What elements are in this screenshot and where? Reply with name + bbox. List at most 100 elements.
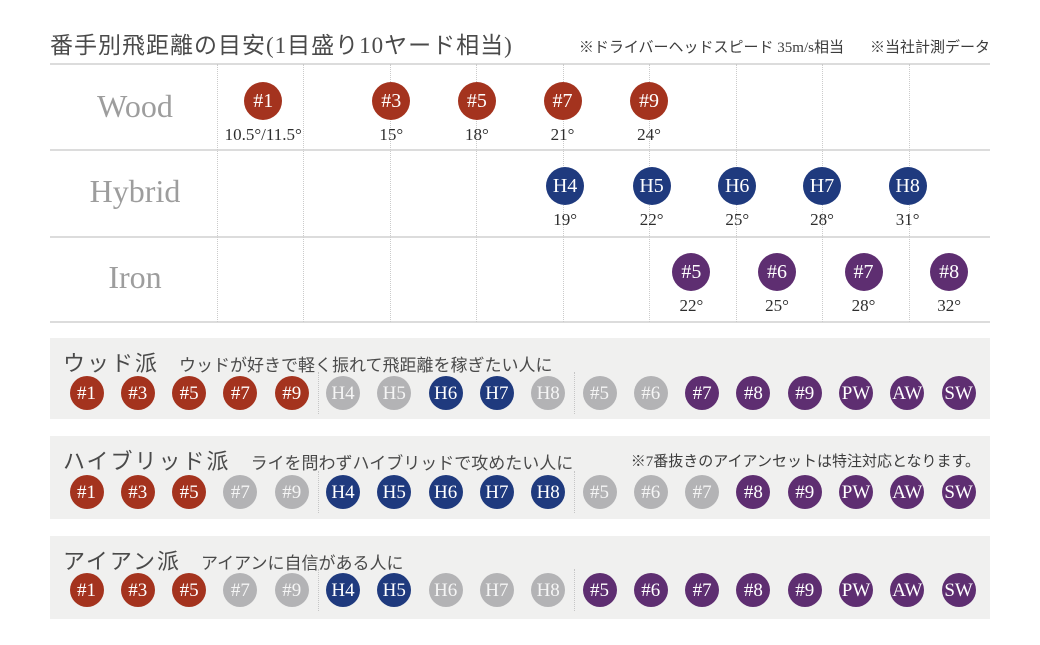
club-circle: H8 bbox=[888, 167, 927, 205]
club-circle: SW bbox=[941, 573, 976, 607]
loft-label: 22° bbox=[639, 210, 664, 229]
row-divider bbox=[50, 149, 990, 151]
loft-label: 19° bbox=[553, 210, 577, 229]
club-circle: #1 bbox=[69, 376, 104, 410]
club-circle: #3 bbox=[120, 573, 155, 607]
club-circle: H5 bbox=[377, 475, 412, 509]
section-heading: ウッド派 bbox=[63, 351, 160, 376]
club-circle: H7 bbox=[803, 167, 841, 205]
loft-label: 28° bbox=[851, 296, 876, 315]
section-subtitle: アイアンに自信がある人に bbox=[201, 554, 404, 573]
row-label-hybrid: Hybrid bbox=[89, 173, 181, 209]
club-circle: PW bbox=[839, 376, 873, 410]
club-circle: H8 bbox=[531, 475, 566, 509]
section-subtitle: ライを問わずハイブリッドで攻めたい人に bbox=[250, 454, 574, 473]
custom-order-note: ※7番抜きのアイアンセットは特注対応となります。 bbox=[630, 454, 980, 470]
club-circle: PW bbox=[839, 475, 873, 509]
club-circle: #9 bbox=[274, 376, 309, 410]
club-circle: H4 bbox=[326, 573, 360, 607]
loft-label: 28° bbox=[810, 210, 834, 229]
club-circle: #5 bbox=[172, 475, 207, 509]
group-separator bbox=[317, 471, 319, 513]
section-hybrid-type: ハイブリッド派 ライを問わずハイブリッドで攻めたい人に ※7番抜きのアイアンセッ… bbox=[50, 436, 990, 519]
club-circle: AW bbox=[890, 573, 925, 607]
club-circle: #5 bbox=[582, 573, 617, 607]
club-circle: #8 bbox=[930, 253, 969, 291]
gridline bbox=[389, 64, 391, 322]
club-circle: H8 bbox=[531, 573, 566, 607]
loft-label: 22° bbox=[679, 296, 704, 315]
loft-label: 24° bbox=[637, 125, 661, 144]
club-circle: #9 bbox=[274, 475, 309, 509]
loft-label: 31° bbox=[895, 210, 920, 229]
club-circle: #7 bbox=[223, 573, 258, 607]
header-notes: ※ドライバーヘッドスピード 35m/s相当 ※当社計測データ bbox=[579, 36, 990, 57]
club-circle: #8 bbox=[736, 376, 771, 410]
head-speed-note: ※ドライバーヘッドスピード 35m/s相当 bbox=[578, 40, 844, 56]
loft-label: 32° bbox=[937, 296, 962, 315]
gridline bbox=[216, 64, 218, 322]
loft-label: 25° bbox=[725, 210, 750, 229]
club-circle: #5 bbox=[582, 475, 617, 509]
club-circle: H6 bbox=[718, 167, 757, 205]
gridline bbox=[476, 64, 477, 322]
club-circle: H8 bbox=[531, 376, 566, 410]
club-circle: H5 bbox=[377, 376, 412, 410]
loft-label: 18° bbox=[464, 125, 489, 144]
club-circle: #7 bbox=[223, 376, 258, 410]
club-circle: SW bbox=[941, 475, 976, 509]
group-separator bbox=[317, 569, 319, 611]
club-circle: #6 bbox=[758, 253, 797, 291]
group-separator bbox=[574, 471, 575, 513]
club-circle: #8 bbox=[736, 475, 771, 509]
section-head: アイアン派 アイアンに自信がある人に bbox=[50, 536, 990, 576]
club-circle: #5 bbox=[672, 253, 711, 291]
club-circle: #9 bbox=[787, 573, 822, 607]
club-circle: #7 bbox=[844, 253, 883, 291]
club-circle: AW bbox=[890, 475, 925, 509]
measurement-data-note: ※当社計測データ bbox=[869, 40, 990, 56]
club-circle: #9 bbox=[274, 573, 309, 607]
club-circle: PW bbox=[839, 573, 873, 607]
club-circle: #3 bbox=[372, 82, 411, 120]
section-wood-type: ウッド派 ウッドが好きで軽く振れて飛距離を稼ぎたい人に #1 #3 #5 #7 #9 H4… bbox=[50, 338, 990, 419]
club-circle: #7 bbox=[685, 475, 720, 509]
club-circle: #5 bbox=[172, 376, 207, 410]
club-circle: #9 bbox=[787, 475, 822, 509]
group-separator bbox=[574, 372, 575, 414]
club-circle: H7 bbox=[479, 376, 514, 410]
club-circle: H6 bbox=[428, 475, 463, 509]
club-circle: #6 bbox=[633, 573, 668, 607]
page-title: 番手別飛距離の目安(1目盛り10ヤード相当) bbox=[50, 33, 513, 58]
group-separator bbox=[317, 372, 319, 414]
club-circle: SW bbox=[941, 376, 976, 410]
club-circle: #5 bbox=[172, 573, 207, 607]
section-heading: ハイブリッド派 bbox=[63, 449, 231, 474]
loft-label: 25° bbox=[765, 296, 789, 315]
club-circle: #3 bbox=[120, 376, 155, 410]
club-circle: #7 bbox=[685, 573, 720, 607]
club-circle: #5 bbox=[582, 376, 617, 410]
loft-label: 10.5°/11.5° bbox=[224, 125, 302, 144]
club-circle: H7 bbox=[479, 573, 514, 607]
loft-label: 15° bbox=[379, 125, 404, 144]
row-label-iron: Iron bbox=[108, 259, 162, 295]
club-circle: H7 bbox=[479, 475, 514, 509]
club-circle: H5 bbox=[632, 167, 671, 205]
club-circle: #5 bbox=[457, 82, 496, 120]
section-iron-type: アイアン派 アイアンに自信がある人に #1 #3 #5 #7 #9 H4 H5 H6 H7 H8 #… bbox=[50, 536, 990, 619]
club-circle: #7 bbox=[685, 376, 720, 410]
club-circle: #9 bbox=[630, 82, 668, 120]
club-circle: #7 bbox=[223, 475, 258, 509]
club-circle: #1 bbox=[69, 475, 104, 509]
group-separator bbox=[574, 569, 575, 611]
club-circle: H4 bbox=[546, 167, 585, 205]
club-circle: H6 bbox=[428, 376, 463, 410]
club-circle: H5 bbox=[377, 573, 412, 607]
section-head: ウッド派 ウッドが好きで軽く振れて飛距離を稼ぎたい人に bbox=[50, 338, 990, 378]
club-circle: #1 bbox=[69, 573, 104, 607]
section-subtitle: ウッドが好きで軽く振れて飛距離を稼ぎたい人に bbox=[179, 356, 553, 375]
club-circle: H6 bbox=[428, 573, 463, 607]
club-circle: H4 bbox=[326, 376, 360, 410]
